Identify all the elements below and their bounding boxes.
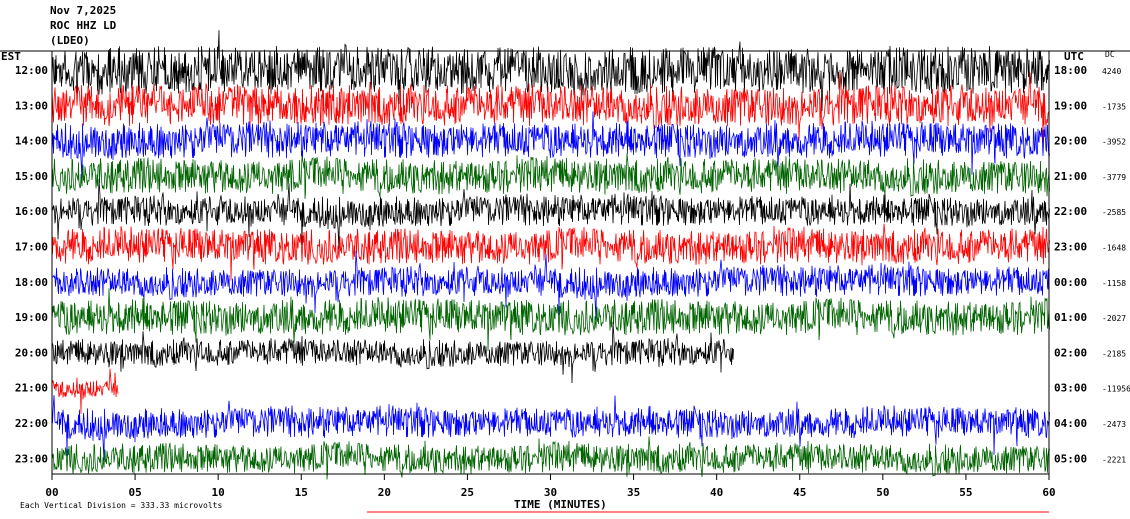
plot-frame <box>51 50 1050 475</box>
dc-offset-label: -2473 <box>1102 420 1126 429</box>
est-hour-label: 13:00 <box>15 99 48 112</box>
utc-hour-label: 21:00 <box>1054 170 1087 183</box>
utc-hour-label: 01:00 <box>1054 311 1087 324</box>
trace-1900 <box>51 288 1050 352</box>
trace-2000 <box>51 321 734 384</box>
est-hour-label: 17:00 <box>15 241 48 254</box>
dc-offset-label: -1195698 <box>1102 385 1130 394</box>
x-axis-title: TIME (MINUTES) <box>514 498 607 511</box>
utc-hour-label: 03:00 <box>1054 382 1087 395</box>
est-hour-label: 14:00 <box>15 135 48 148</box>
est-hour-label: 21:00 <box>15 382 48 395</box>
trace-1200 <box>51 30 1050 112</box>
trace-1500 <box>51 153 1050 199</box>
x-tick-label: 55 <box>959 486 972 499</box>
trace-1700 <box>51 223 1050 281</box>
dc-offset-label: -2221 <box>1102 455 1126 464</box>
trace-2100 <box>51 368 119 414</box>
est-hour-label: 16:00 <box>15 205 48 218</box>
x-tick-label: 30 <box>544 486 557 499</box>
est-hour-label: 23:00 <box>15 452 48 465</box>
x-tick-label: 45 <box>793 486 806 499</box>
dc-offset-label: -3779 <box>1102 173 1126 182</box>
x-tick-label: 10 <box>212 486 225 499</box>
x-tick-label: 00 <box>45 486 58 499</box>
utc-hour-label: 05:00 <box>1054 452 1087 465</box>
x-tick-label: 15 <box>295 486 308 499</box>
dc-offset-label: 4240 <box>1102 67 1121 76</box>
x-tick-label: 05 <box>128 486 141 499</box>
dc-offset-label: -1648 <box>1102 244 1126 253</box>
utc-hour-label: 20:00 <box>1054 135 1087 148</box>
x-tick-label: 25 <box>461 486 474 499</box>
est-hour-label: 20:00 <box>15 346 48 359</box>
header-network: (LDEO) <box>50 34 90 47</box>
trace-2300 <box>51 436 1050 480</box>
est-hour-label: 18:00 <box>15 276 48 289</box>
dc-offset-label: -1735 <box>1102 102 1126 111</box>
utc-hour-label: 18:00 <box>1054 64 1087 77</box>
header-station: ROC HHZ LD <box>50 19 117 32</box>
utc-hour-label: 02:00 <box>1054 346 1087 359</box>
utc-hour-label: 22:00 <box>1054 205 1087 218</box>
est-hour-label: 15:00 <box>15 170 48 183</box>
x-tick-label: 40 <box>710 486 723 499</box>
row-label-group: 12:00 18:00 4240 13:00 19:00 -1735 14:00 20:00 -… <box>15 64 1130 465</box>
utc-hour-label: 04:00 <box>1054 417 1087 430</box>
trace-2200 <box>51 394 1050 462</box>
utc-hour-label: 00:00 <box>1054 276 1087 289</box>
trace-1300 <box>51 71 1050 144</box>
est-hour-label: 19:00 <box>15 311 48 324</box>
trace-1600 <box>51 178 1050 250</box>
dc-offset-label: -2027 <box>1102 314 1126 323</box>
right-axis-label: UTC <box>1064 50 1084 63</box>
x-tick-label: 20 <box>378 486 391 499</box>
est-hour-label: 12:00 <box>15 64 48 77</box>
dc-offset-label: -1158 <box>1102 279 1126 288</box>
scale-note: Each Vertical Division = 333.33 microvol… <box>20 501 222 510</box>
dc-offset-label: -2585 <box>1102 208 1126 217</box>
x-tick-label: 35 <box>627 486 640 499</box>
trace-1800 <box>52 250 1050 321</box>
trace-group <box>51 30 1050 480</box>
header-date: Nov 7,2025 <box>50 4 117 17</box>
x-tick-label: 60 <box>1042 486 1055 499</box>
x-tick-group: 00 05 10 15 20 25 30 35 40 45 50 55 60 <box>45 474 1056 499</box>
dc-header-label: DC <box>1105 50 1115 59</box>
x-tick-label: 50 <box>876 486 889 499</box>
dc-offset-label: -2185 <box>1102 349 1126 358</box>
trace-1400 <box>51 111 1050 181</box>
left-axis-label: EST <box>1 50 21 63</box>
est-hour-label: 22:00 <box>15 417 48 430</box>
utc-hour-label: 23:00 <box>1054 241 1087 254</box>
utc-hour-label: 19:00 <box>1054 99 1087 112</box>
dc-offset-label: -3952 <box>1102 138 1126 147</box>
